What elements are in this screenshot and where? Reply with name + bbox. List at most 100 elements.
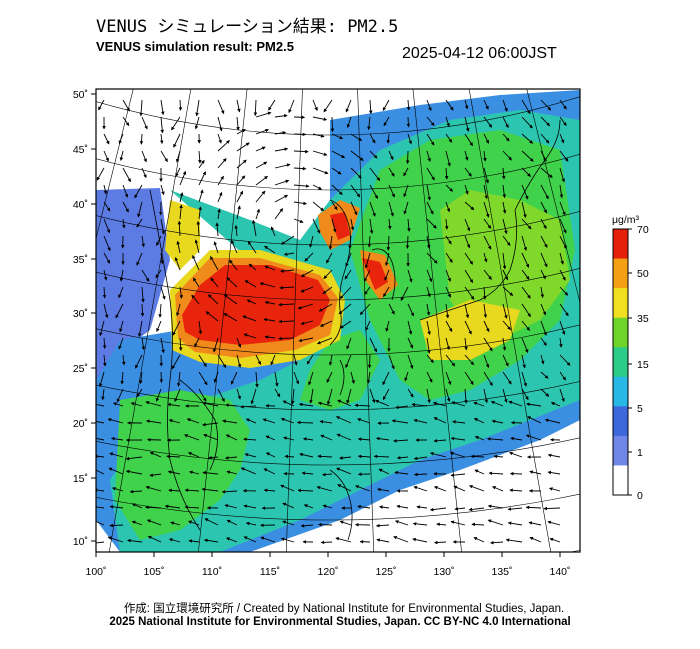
wind-arrow bbox=[521, 201, 527, 218]
wind-arrow bbox=[540, 252, 548, 268]
wind-arrow bbox=[493, 454, 504, 459]
wind-arrow bbox=[320, 540, 333, 545]
wind-arrow bbox=[160, 99, 165, 116]
wind-arrow bbox=[251, 219, 257, 237]
wind-arrow bbox=[367, 354, 372, 369]
wind-arrow bbox=[502, 303, 508, 319]
colorbar-segment bbox=[613, 435, 628, 466]
wind-arrow bbox=[236, 337, 242, 348]
wind-arrow bbox=[120, 371, 124, 385]
wind-arrow bbox=[540, 201, 547, 214]
wind-arrow bbox=[464, 320, 472, 335]
latitude-ticks: 50˚ 45˚ 40˚ 35˚ 30˚ 25˚ 20˚ 15˚ 10˚ bbox=[73, 89, 96, 548]
wind-arrow bbox=[559, 116, 567, 127]
wind-arrow bbox=[445, 388, 451, 402]
lat-tick-label: 20˚ bbox=[73, 418, 88, 430]
wind-arrow bbox=[103, 252, 111, 264]
wind-arrow bbox=[141, 269, 150, 282]
wind-arrow bbox=[336, 433, 352, 441]
wind-arrow bbox=[280, 235, 295, 245]
wind-arrow bbox=[445, 303, 450, 319]
wind-arrow bbox=[96, 506, 105, 509]
wind-arrow bbox=[122, 99, 130, 112]
wind-arrow bbox=[119, 150, 124, 161]
lon-tick-label: 110˚ bbox=[202, 566, 222, 578]
wind-arrow bbox=[236, 190, 244, 203]
wind-arrow bbox=[451, 401, 466, 407]
wind-arrow bbox=[388, 167, 395, 177]
wind-arrow bbox=[198, 206, 202, 220]
wind-arrow bbox=[222, 419, 238, 424]
colorbar-unit: μg/m³ bbox=[612, 214, 640, 226]
wind-arrow bbox=[296, 420, 314, 425]
wind-arrow bbox=[527, 416, 542, 424]
wind-arrow bbox=[369, 184, 378, 200]
wind-arrow bbox=[308, 371, 314, 386]
wind-arrow bbox=[396, 455, 409, 460]
lat-tick-label: 15˚ bbox=[73, 473, 88, 485]
wind-arrow bbox=[210, 255, 219, 271]
wind-arrow bbox=[160, 184, 165, 196]
wind-arrow bbox=[426, 99, 432, 112]
wind-arrow bbox=[543, 506, 561, 511]
wind-arrow bbox=[426, 252, 438, 264]
wind-arrow bbox=[217, 116, 223, 132]
wind-arrow bbox=[529, 536, 542, 543]
wind-arrow bbox=[464, 167, 472, 177]
wind-arrow bbox=[464, 388, 468, 404]
wind-arrow bbox=[179, 286, 183, 299]
wind-arrow bbox=[255, 371, 259, 388]
wind-arrow bbox=[444, 167, 449, 180]
wind-arrow bbox=[96, 488, 105, 492]
wind-arrow bbox=[454, 507, 466, 511]
wind-arrow bbox=[375, 436, 390, 441]
wind-arrow bbox=[383, 286, 390, 298]
wind-arrow bbox=[502, 116, 509, 129]
wind-arrow bbox=[407, 269, 413, 283]
wind-arrow bbox=[141, 116, 148, 130]
wind-arrow bbox=[160, 286, 166, 300]
wind-arrow bbox=[501, 167, 506, 180]
wind-arrow bbox=[396, 504, 409, 509]
wind-arrow bbox=[403, 184, 409, 198]
wind-arrow bbox=[426, 235, 431, 249]
wind-arrow bbox=[376, 487, 390, 492]
wind-arrow bbox=[255, 354, 262, 365]
wind-arrow bbox=[255, 175, 268, 186]
wind-arrow bbox=[248, 263, 257, 271]
wind-arrow bbox=[559, 235, 567, 250]
wind-arrow bbox=[136, 218, 143, 228]
wind-arrow bbox=[215, 222, 219, 237]
wind-arrow bbox=[96, 469, 105, 475]
wind-arrow bbox=[217, 354, 227, 369]
wind-arrow bbox=[521, 303, 531, 318]
wind-arrow bbox=[278, 319, 295, 324]
wind-arrow bbox=[502, 252, 507, 270]
wind-arrow bbox=[376, 538, 390, 543]
lon-tick-label: 130˚ bbox=[433, 566, 454, 578]
wind-arrow bbox=[386, 235, 391, 251]
wind-arrow bbox=[223, 313, 238, 322]
wind-arrow bbox=[559, 167, 565, 183]
longitude-ticks: 100˚ 105˚ 110˚ 115˚ 120˚ 125˚ 130˚ 135˚ 140˚ bbox=[85, 552, 571, 578]
wind-arrow bbox=[369, 167, 381, 181]
wind-arrow bbox=[375, 399, 390, 407]
wind-arrow bbox=[486, 437, 504, 441]
colorbar-tick-label: 5 bbox=[637, 403, 643, 415]
wind-arrow bbox=[274, 114, 288, 118]
wind-arrow bbox=[236, 128, 246, 135]
wind-arrow bbox=[274, 147, 289, 152]
wind-arrow bbox=[320, 434, 333, 441]
wind-arrow bbox=[160, 218, 166, 235]
wind-arrow bbox=[171, 116, 181, 131]
wind-arrow bbox=[198, 388, 207, 402]
wind-arrow bbox=[103, 354, 107, 367]
wind-arrow bbox=[540, 303, 547, 316]
wind-arrow bbox=[357, 504, 371, 509]
wind-arrow bbox=[312, 167, 329, 175]
wind-arrow bbox=[483, 167, 489, 184]
wind-arrow bbox=[160, 252, 164, 265]
wind-arrow bbox=[345, 99, 352, 113]
wind-arrow bbox=[378, 468, 390, 475]
colorbar-segment bbox=[613, 229, 628, 260]
